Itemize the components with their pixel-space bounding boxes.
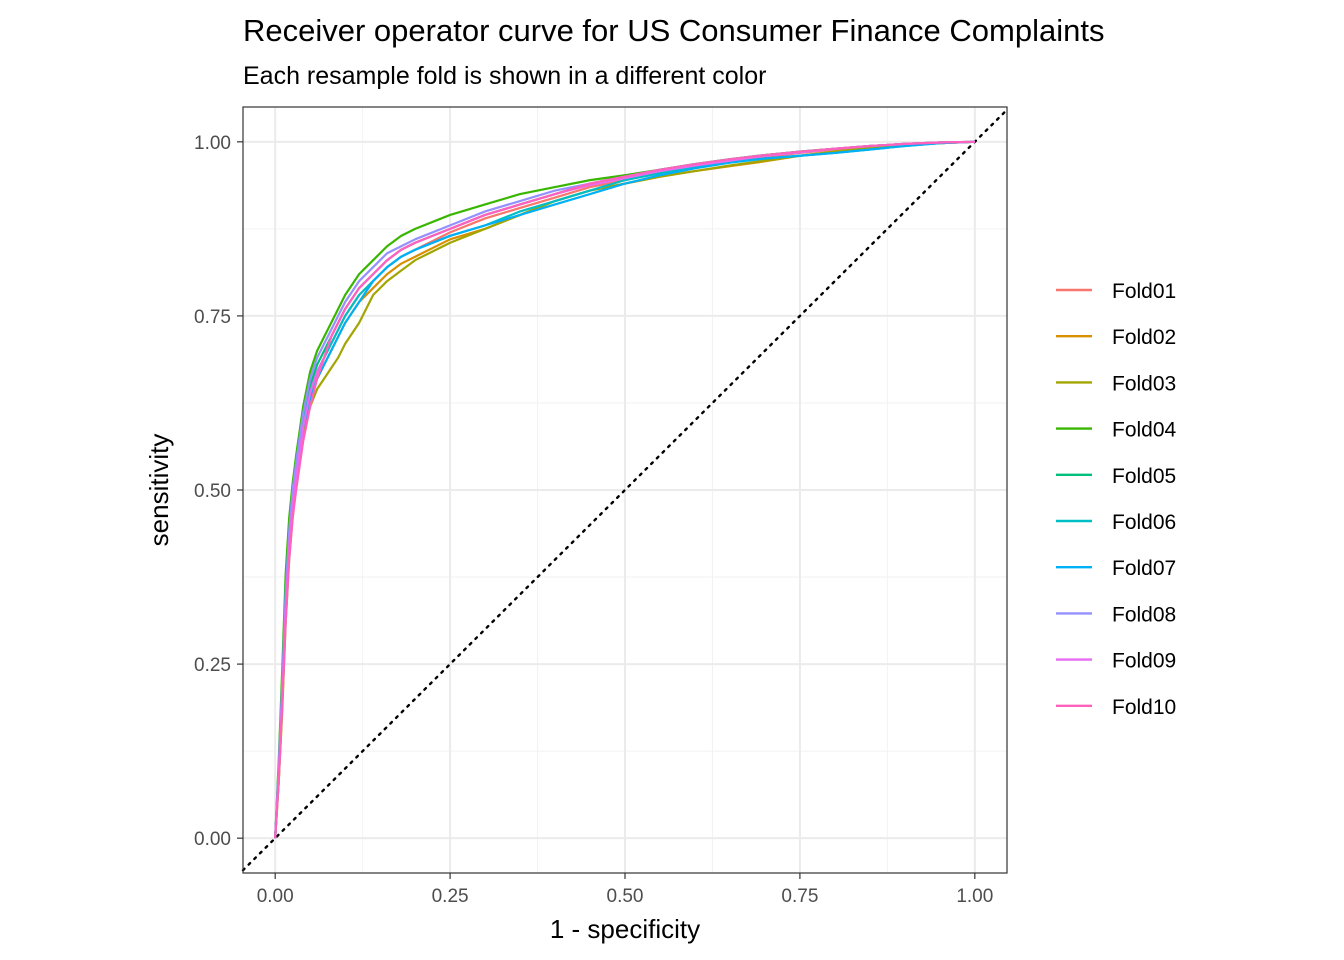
- legend-label-fold05: Fold05: [1112, 465, 1176, 488]
- x-tick-label: 1.00: [956, 886, 993, 907]
- legend-label-fold10: Fold10: [1112, 696, 1176, 719]
- y-tick-label: 0.25: [194, 655, 231, 676]
- y-tick-label: 1.00: [194, 133, 231, 154]
- reference-diagonal: [241, 108, 1009, 872]
- series-line-fold10: [274, 140, 975, 839]
- y-axis-title: sensitivity: [144, 434, 174, 547]
- y-tick-label: 0.75: [194, 307, 231, 328]
- x-axis-title: 1 - specificity: [550, 914, 700, 944]
- chart-subtitle: Each resample fold is shown in a differe…: [243, 62, 766, 90]
- x-tick-label: 0.25: [432, 886, 469, 907]
- x-tick-label: 0.00: [257, 886, 294, 907]
- legend-label-fold09: Fold09: [1112, 650, 1176, 673]
- legend-label-fold07: Fold07: [1112, 557, 1176, 580]
- y-tick-label: 0.50: [194, 481, 231, 502]
- legend-label-fold03: Fold03: [1112, 372, 1176, 395]
- legend-label-fold01: Fold01: [1112, 280, 1176, 303]
- x-axis: 0.00 0.25 0.50 0.75 1.00: [257, 873, 993, 907]
- legend: Fold01 Fold02 Fold03 Fold04 Fold05 Fold06 Fold…: [1056, 280, 1177, 719]
- y-tick-label: 0.00: [194, 829, 231, 850]
- y-axis: 0.00 0.25 0.50 0.75 1.00: [194, 133, 243, 850]
- roc-series-group: [274, 140, 975, 839]
- legend-label-fold06: Fold06: [1112, 511, 1176, 534]
- x-tick-label: 0.75: [781, 886, 818, 907]
- x-tick-label: 0.50: [607, 886, 644, 907]
- legend-label-fold08: Fold08: [1112, 603, 1176, 626]
- legend-label-fold04: Fold04: [1112, 419, 1177, 442]
- chart-title: Receiver operator curve for US Consumer …: [243, 13, 1104, 48]
- legend-label-fold02: Fold02: [1112, 326, 1176, 349]
